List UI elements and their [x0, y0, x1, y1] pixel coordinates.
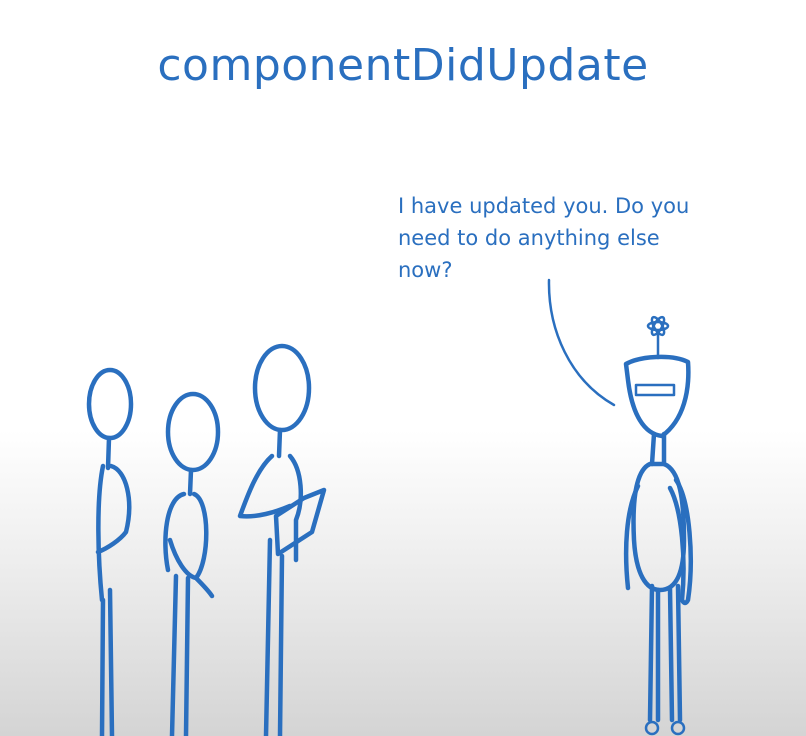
- person-2-head: [165, 391, 221, 473]
- speech-pointer-line: [547, 278, 616, 407]
- react-atom-icon: [646, 315, 670, 360]
- clipboard-icon: [273, 487, 327, 557]
- speech-text: I have updated you. Do you need to do an…: [398, 194, 690, 282]
- stick-figure-person-2: [163, 391, 221, 736]
- person-1-body: [95, 463, 132, 603]
- robot-head: [623, 354, 691, 439]
- robot-legs: [647, 583, 683, 723]
- robot-right-foot: [670, 720, 686, 736]
- person-3-head: [252, 343, 312, 433]
- robot-figure: [623, 315, 693, 736]
- person-3-neck: [276, 427, 283, 459]
- person-1-neck: [105, 435, 112, 471]
- person-3-legs: [263, 537, 285, 736]
- stick-figure-person-3: [237, 343, 327, 736]
- person-2-neck: [187, 467, 194, 497]
- person-3-body: [237, 453, 303, 563]
- person-1-head: [86, 367, 134, 441]
- robot-left-arm: [623, 483, 641, 591]
- robot-visor: [634, 383, 676, 397]
- robot-neck: [649, 431, 667, 467]
- person-1-legs: [99, 587, 115, 736]
- person-2-body: [163, 491, 215, 599]
- stick-figure-person-1: [86, 367, 134, 736]
- robot-right-arm: [667, 477, 693, 606]
- page-title: componentDidUpdate: [157, 40, 649, 91]
- person-2-legs: [169, 573, 191, 736]
- robot-left-foot: [644, 720, 660, 736]
